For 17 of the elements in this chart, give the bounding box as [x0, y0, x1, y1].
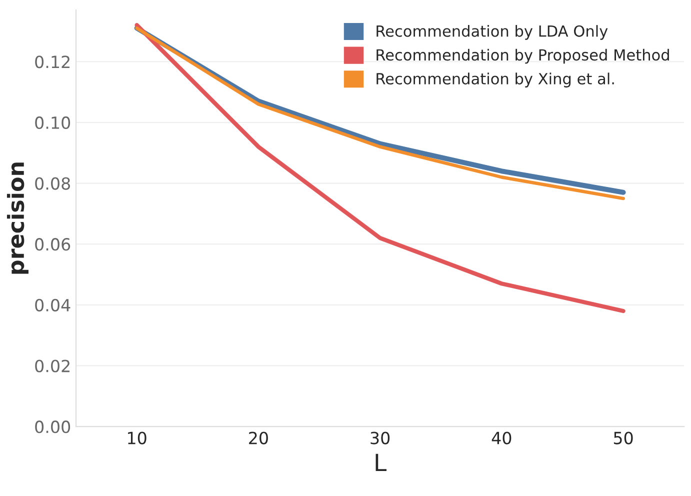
x-tick-label: 40 [492, 432, 512, 444]
legend-label: Recommendation by LDA Only [376, 25, 608, 40]
y-tick-label: 0.02 [35, 360, 70, 372]
legend-label: Recommendation by Proposed Method [376, 48, 669, 64]
y-tick-label: 0.04 [35, 298, 70, 312]
y-axis-title: precision [6, 162, 28, 274]
x-tick-label: 10 [128, 432, 146, 444]
y-tick-label: 0.10 [35, 116, 70, 130]
legend-label: Recommendation by Xing et al. [376, 72, 614, 88]
x-axis-title: L [376, 454, 386, 472]
x-tick-label: 50 [614, 432, 633, 444]
y-tick-label: 0.00 [35, 420, 70, 434]
y-tick-label: 0.12 [35, 56, 70, 68]
y-tick-label: 0.08 [35, 177, 70, 190]
x-tick-label: 30 [370, 432, 390, 444]
x-tick-label: 20 [249, 432, 268, 444]
y-tick-label: 0.06 [35, 238, 70, 251]
